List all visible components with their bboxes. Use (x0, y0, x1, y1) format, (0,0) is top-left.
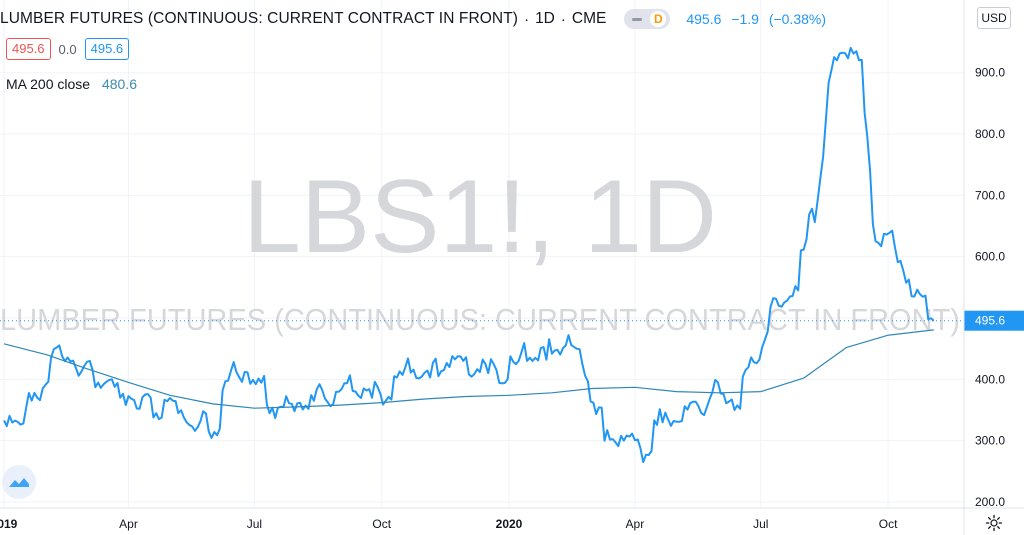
indicator-label: MA 200 close (6, 76, 91, 92)
tradingview-logo-icon[interactable] (2, 465, 36, 499)
separator-dot: · (524, 10, 530, 28)
price-series-line (3, 46, 935, 464)
y-tick-label: 300.0 (975, 434, 1005, 448)
last-price: 495.6 (686, 11, 722, 27)
x-tick-label: 2020 (496, 517, 523, 531)
ohlc-row: 495.6 0.0 495.6 (6, 38, 130, 60)
ma-series-line (3, 329, 934, 409)
indicator-legend[interactable]: MA 200 close 480.6 (6, 76, 137, 92)
x-tick-label: Oct (879, 517, 898, 531)
last-price-tag (964, 310, 1024, 331)
price-change-pct: (−0.38%) (768, 11, 827, 27)
x-tick-label: 2019 (0, 517, 18, 531)
separator-dot: · (560, 10, 566, 28)
y-tick-label: 900.0 (975, 66, 1005, 80)
y-tick-label: 700.0 (975, 188, 1005, 202)
series-layer (0, 46, 964, 464)
dash-icon (632, 17, 643, 21)
visibility-toggle-icon[interactable]: D (624, 9, 671, 29)
buy-price-box[interactable]: 495.6 (84, 38, 130, 60)
delay-badge: D (650, 11, 667, 27)
x-tick-label: Jul (247, 517, 262, 531)
grid (0, 0, 964, 508)
symbol-title[interactable]: LUMBER FUTURES (CONTINUOUS: CURRENT CONT… (0, 10, 519, 27)
gear-icon[interactable] (985, 514, 1003, 532)
last-price-info: 495.6 −1.9 (−0.38%) (686, 11, 832, 27)
indicator-value: 480.6 (101, 76, 137, 92)
x-tick-label: Apr (119, 517, 138, 531)
interval-label[interactable]: 1D (535, 10, 555, 27)
x-tick-label: Apr (626, 517, 645, 531)
y-tick-label: 600.0 (975, 250, 1005, 264)
y-tick-label: 200.0 (975, 495, 1005, 509)
watermark-symbol: LBS1!, 1D (243, 159, 717, 275)
y-tick-label: 400.0 (975, 372, 1005, 386)
currency-button[interactable]: USD (977, 7, 1011, 29)
chart-header: LUMBER FUTURES (CONTINUOUS: CURRENT CONT… (0, 8, 832, 30)
watermark-name: LUMBER FUTURES (CONTINUOUS: CURRENT CONT… (0, 302, 960, 337)
axes: 200.0300.0400.0500.0600.0700.0800.0900.0… (0, 66, 1024, 531)
spread-value: 0.0 (58, 41, 77, 57)
x-tick-label: Jul (753, 517, 768, 531)
y-tick-label: 800.0 (975, 127, 1005, 141)
x-tick-label: Oct (372, 517, 391, 531)
sell-price-box[interactable]: 495.6 (6, 38, 51, 60)
price-change: −1.9 (731, 11, 759, 27)
logo-glyph-icon (9, 478, 29, 487)
exchange-label: CME (571, 10, 607, 27)
last-price-tag-label: 495.6 (975, 314, 1005, 328)
